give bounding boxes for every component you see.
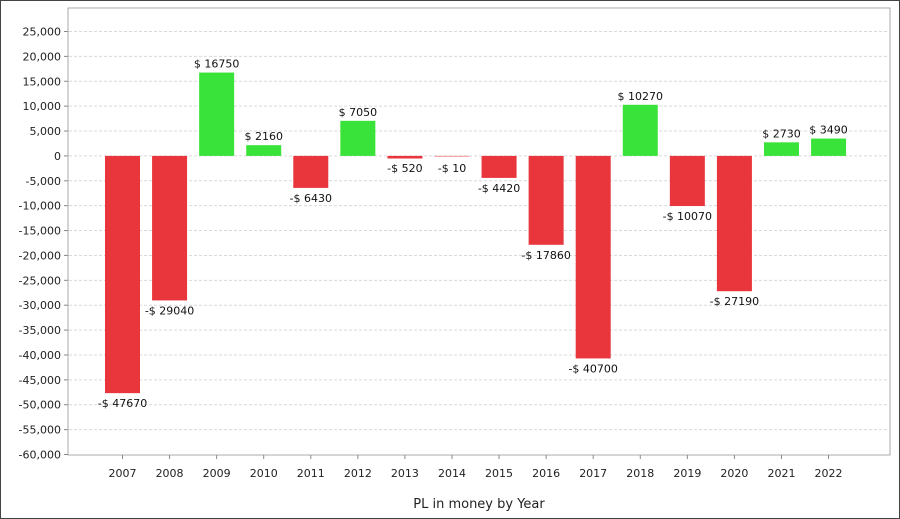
plot-area bbox=[67, 7, 891, 456]
x-axis: 2007 2008 2009 2010 2011 2012 2013 2014 2015 2016… bbox=[109, 455, 843, 480]
y-axis: 25,000 20,000 15,000 10,000 5,000 0 -5,000 -10,… bbox=[19, 26, 68, 462]
data-label: $ 7050 bbox=[339, 106, 378, 119]
x-axis-title: PL in money by Year bbox=[413, 497, 545, 512]
data-label: -$ 27190 bbox=[710, 295, 759, 308]
data-label: $ 3490 bbox=[809, 124, 848, 137]
data-label: -$ 4420 bbox=[478, 182, 520, 195]
x-tick-label: 2013 bbox=[391, 467, 419, 480]
bar-2016 bbox=[528, 155, 564, 245]
y-tick-label: 5,000 bbox=[30, 125, 62, 138]
bar-2010 bbox=[246, 145, 282, 156]
x-tick-label: 2012 bbox=[344, 467, 372, 480]
x-tick-label: 2017 bbox=[579, 467, 607, 480]
x-tick-label: 2018 bbox=[626, 467, 654, 480]
bar-2019 bbox=[669, 155, 705, 207]
data-labels: -$ 47670 -$ 29040 $ 16750 $ 2160 -$ 6430 $ 70… bbox=[98, 58, 848, 411]
y-tick-label: -10,000 bbox=[19, 200, 61, 213]
x-tick-label: 2009 bbox=[203, 467, 231, 480]
y-tick-label: -5,000 bbox=[26, 175, 61, 188]
data-label: -$ 29040 bbox=[145, 304, 194, 317]
bar-2018 bbox=[622, 104, 658, 156]
y-tick-label: 25,000 bbox=[23, 26, 62, 39]
data-label: -$ 6430 bbox=[290, 192, 332, 205]
y-tick-label: -20,000 bbox=[19, 249, 61, 262]
bar-2013 bbox=[387, 155, 423, 159]
y-tick-label: 20,000 bbox=[23, 50, 62, 63]
bar-2007 bbox=[105, 155, 140, 394]
bar-2009 bbox=[199, 72, 235, 156]
data-label: $ 2160 bbox=[244, 130, 283, 143]
bar-2012 bbox=[340, 120, 376, 156]
data-label: $ 10270 bbox=[618, 90, 664, 103]
y-tick-label: -60,000 bbox=[19, 449, 61, 462]
data-label: $ 16750 bbox=[194, 58, 240, 71]
x-tick-label: 2007 bbox=[109, 467, 137, 480]
x-tick-label: 2014 bbox=[438, 467, 466, 480]
y-tick-label: -40,000 bbox=[19, 349, 61, 362]
x-tick-label: 2011 bbox=[297, 467, 325, 480]
bar-2021 bbox=[763, 142, 799, 156]
bar-2014 bbox=[434, 155, 470, 157]
x-tick-label: 2021 bbox=[767, 467, 795, 480]
x-tick-label: 2010 bbox=[250, 467, 278, 480]
data-label: -$ 10070 bbox=[663, 210, 712, 223]
y-tick-label: 10,000 bbox=[23, 100, 62, 113]
y-tick-label: 15,000 bbox=[23, 75, 62, 88]
data-label: -$ 40700 bbox=[568, 362, 617, 375]
data-label: -$ 10 bbox=[438, 162, 466, 175]
data-label: -$ 47670 bbox=[98, 397, 147, 410]
data-label: -$ 17860 bbox=[521, 249, 570, 262]
y-tick-label: -45,000 bbox=[19, 374, 61, 387]
bar-2015 bbox=[481, 155, 517, 178]
grid-lines bbox=[69, 31, 889, 455]
y-tick-label: 0 bbox=[54, 150, 61, 163]
y-tick-label: -55,000 bbox=[19, 424, 61, 437]
data-label: -$ 520 bbox=[387, 162, 422, 175]
y-tick-label: -35,000 bbox=[19, 324, 61, 337]
y-tick-label: -15,000 bbox=[19, 225, 61, 238]
x-tick-label: 2015 bbox=[485, 467, 513, 480]
bars bbox=[105, 72, 847, 394]
bar-2017 bbox=[575, 155, 611, 359]
x-tick-label: 2019 bbox=[673, 467, 701, 480]
x-tick-label: 2016 bbox=[532, 467, 560, 480]
bar-2008 bbox=[152, 155, 188, 301]
data-label: $ 2730 bbox=[762, 127, 801, 140]
x-tick-label: 2008 bbox=[156, 467, 184, 480]
x-tick-label: 2020 bbox=[720, 467, 748, 480]
bar-2020 bbox=[716, 155, 752, 292]
bar-2022 bbox=[811, 138, 847, 156]
x-tick-label: 2022 bbox=[815, 467, 843, 480]
y-tick-label: -50,000 bbox=[19, 399, 61, 412]
bar-2011 bbox=[293, 155, 329, 188]
y-tick-label: -25,000 bbox=[19, 274, 61, 287]
y-tick-label: -30,000 bbox=[19, 299, 61, 312]
